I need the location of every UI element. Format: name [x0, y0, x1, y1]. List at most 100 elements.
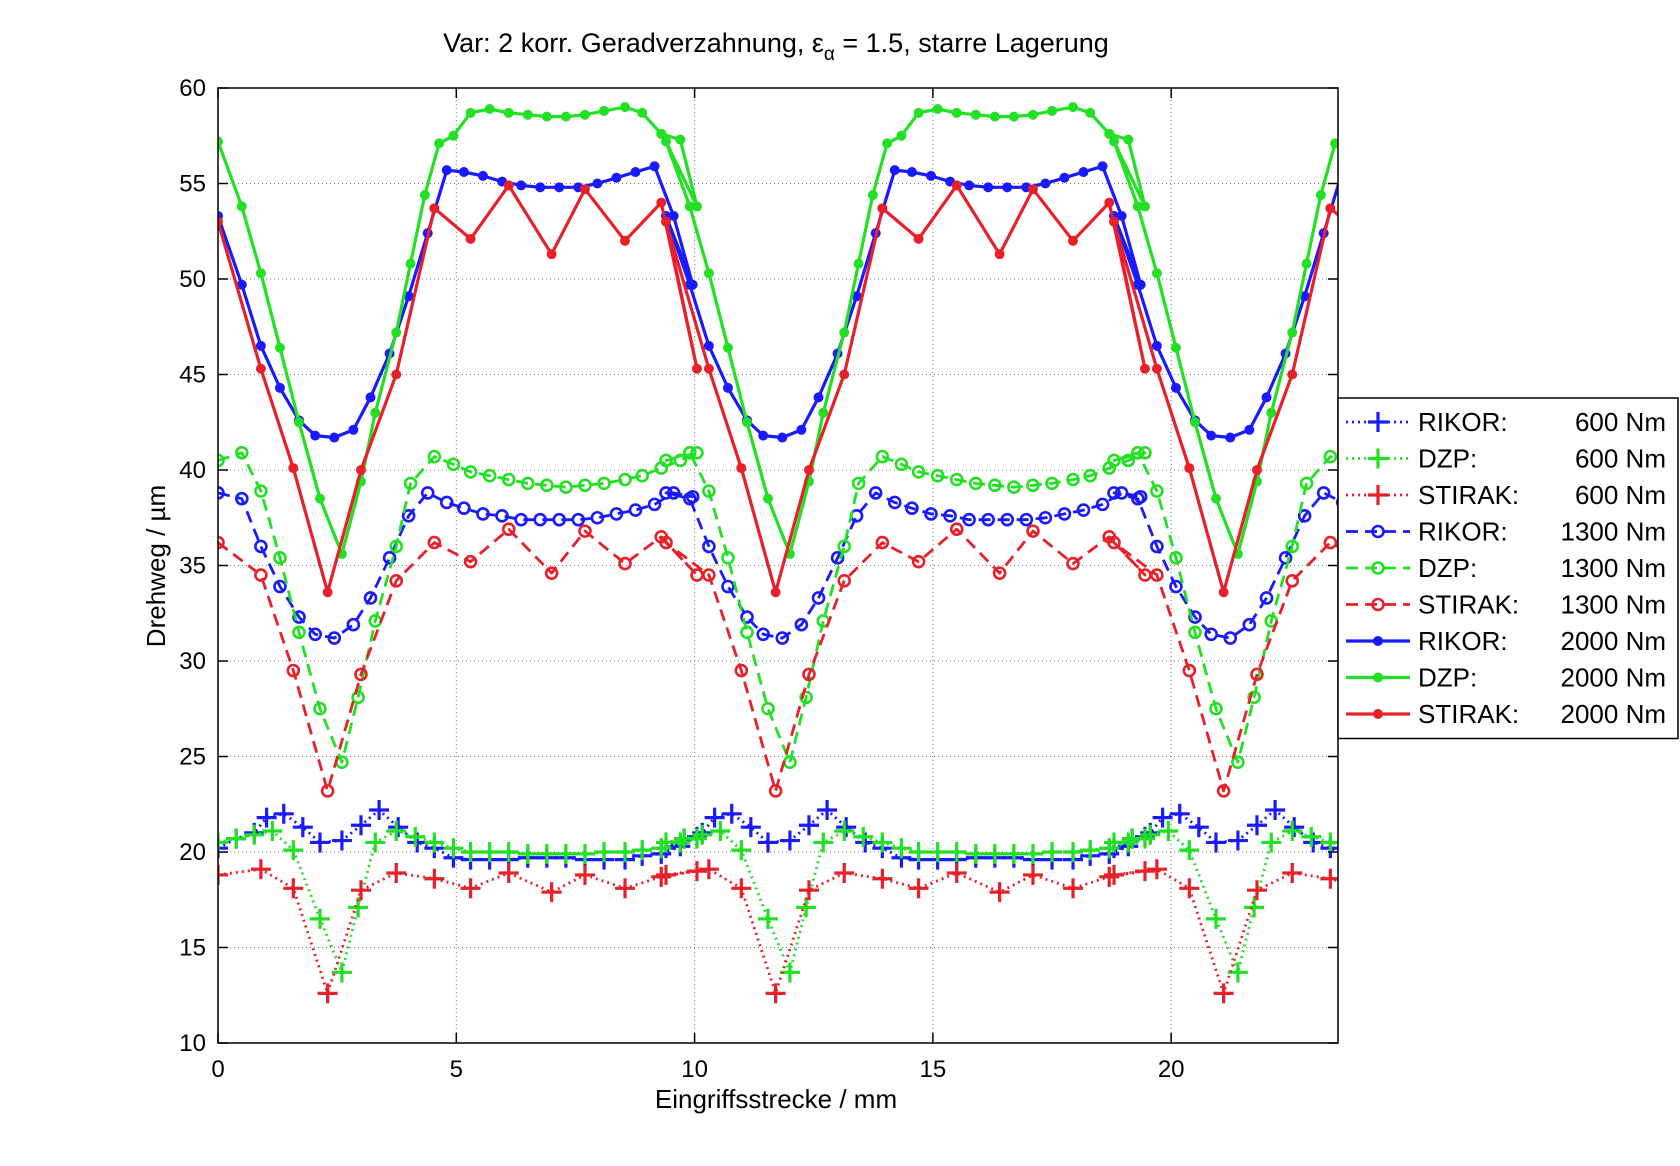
data-point — [274, 382, 285, 393]
data-point — [891, 838, 912, 859]
data-point — [434, 138, 445, 149]
data-point — [1457, 112, 1466, 121]
data-point — [1511, 850, 1531, 870]
data-point — [1566, 836, 1586, 856]
data-point — [813, 832, 834, 853]
data-point — [578, 478, 592, 493]
data-point — [244, 824, 265, 845]
data-point — [872, 868, 893, 889]
data-point — [1376, 850, 1396, 870]
data-point — [818, 407, 829, 418]
legend-marker — [1373, 636, 1383, 646]
data-point — [292, 625, 306, 640]
data-point — [877, 203, 888, 214]
data-point — [1261, 392, 1272, 403]
data-point — [250, 859, 271, 880]
data-point — [618, 472, 632, 487]
data-point — [389, 539, 404, 554]
data-point — [949, 522, 964, 537]
data-point — [1063, 842, 1084, 862]
data-point — [984, 843, 1005, 864]
data-point — [1109, 136, 1119, 147]
data-point — [1047, 105, 1058, 116]
data-point — [1231, 755, 1245, 770]
data-point — [1251, 465, 1262, 475]
data-point — [465, 107, 476, 118]
y-tick-label: 25 — [179, 744, 206, 771]
data-point — [274, 342, 285, 353]
data-point — [1068, 235, 1079, 246]
data-point — [1151, 340, 1162, 351]
y-tick-label: 20 — [179, 839, 206, 866]
data-point — [1471, 850, 1491, 870]
data-point — [1218, 587, 1229, 598]
data-point — [770, 587, 781, 598]
data-point — [1188, 817, 1209, 838]
data-point — [906, 167, 917, 178]
data-point — [255, 340, 266, 351]
data-point — [288, 463, 299, 474]
data-point — [703, 363, 714, 374]
data-point — [498, 842, 519, 862]
data-point — [698, 859, 719, 880]
data-point — [661, 136, 671, 147]
data-point — [1339, 838, 1359, 858]
data-point — [1259, 591, 1274, 605]
legend-entry: DZP: 1300 Nm — [1346, 553, 1666, 583]
data-point — [235, 446, 249, 460]
data-point — [868, 486, 883, 500]
data-point — [1057, 507, 1072, 521]
legend-marker — [1371, 524, 1385, 539]
data-point — [346, 617, 361, 632]
data-point — [1362, 108, 1371, 117]
data-point — [1433, 848, 1453, 868]
y-tick-label: 30 — [179, 648, 206, 675]
data-point — [946, 842, 967, 862]
data-point — [683, 491, 697, 506]
legend-entry: RIKOR: 2000 Nm — [1346, 626, 1666, 656]
data-point — [988, 478, 1002, 493]
data-point — [731, 840, 752, 861]
data-point — [853, 258, 864, 269]
data-point — [273, 803, 294, 824]
legend-torque: 600 Nm — [1575, 480, 1666, 510]
data-point — [1104, 128, 1115, 139]
data-point — [1566, 832, 1586, 852]
data-point — [983, 182, 994, 193]
data-point — [949, 472, 964, 487]
data-point — [255, 268, 266, 279]
data-point — [1038, 510, 1053, 525]
data-point — [799, 690, 813, 705]
data-point — [465, 233, 476, 244]
data-point — [779, 830, 800, 851]
data-point — [1132, 201, 1143, 212]
data-point — [673, 453, 688, 468]
data-point — [757, 908, 778, 929]
data-point — [218, 453, 225, 468]
data-point — [1299, 476, 1314, 491]
data-point — [273, 579, 287, 594]
data-point — [439, 495, 454, 510]
data-point — [666, 486, 681, 500]
data-point — [946, 863, 967, 884]
data-point — [514, 512, 528, 527]
y-tick-label: 50 — [179, 266, 206, 293]
title-suffix: = 1.5, starre Lagerung — [835, 28, 1109, 58]
data-point — [620, 235, 631, 246]
data-point — [1432, 183, 1441, 192]
data-point — [1278, 551, 1293, 565]
data-point — [1320, 868, 1338, 889]
data-point — [386, 863, 407, 884]
data-point — [1246, 815, 1267, 836]
data-point — [389, 573, 404, 588]
data-point — [740, 610, 754, 624]
data-point — [1583, 827, 1603, 847]
data-point — [1357, 878, 1377, 898]
data-point — [889, 165, 900, 176]
data-point — [555, 843, 576, 864]
data-point — [1282, 820, 1303, 841]
legend-label: STIRAK: — [1418, 480, 1519, 510]
data-point — [350, 815, 371, 836]
series-line — [218, 527, 1338, 793]
